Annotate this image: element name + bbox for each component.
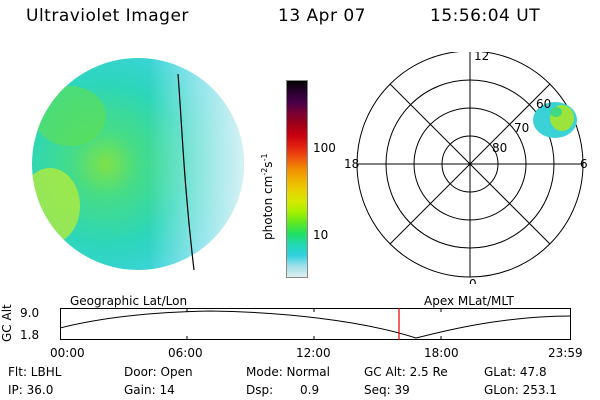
orbit-ylabel: GC Alt (0, 304, 14, 342)
dsp-value: 0.9 (300, 383, 320, 397)
orbit-label-left: Geographic Lat/Lon (70, 294, 188, 308)
gc-alt-info: GC Alt: 2.5 Re (364, 365, 448, 379)
mlt-label-6: 6 (580, 157, 588, 171)
orbit-xtick-3: 18:00 (424, 346, 459, 360)
geographic-image (32, 58, 244, 271)
orbit-xtick-0: 00:00 (50, 346, 85, 360)
polar-aurora-patch (533, 102, 577, 138)
glon-info: GLon: 253.1 (484, 383, 557, 397)
colorbar-tick-100: 100 (313, 141, 336, 155)
filter-info: Flt: LBHL (8, 365, 62, 379)
terminator-line (177, 73, 195, 271)
colorbar-label: photon cm-2s-1 (260, 153, 275, 240)
glat-info: GLat: 47.8 (484, 365, 547, 379)
lat-label-80: 80 (492, 141, 507, 155)
orbit-ytick-top: 9.0 (20, 306, 40, 320)
door-info: Door: Open (124, 365, 193, 379)
time-label: 15:56:04 UT (430, 6, 541, 26)
mode-info: Mode: Normal (246, 365, 330, 379)
orbit-altitude-curve (60, 310, 572, 339)
polar-plot: 12 18 6 0 60 70 80 (344, 52, 588, 284)
dsp-label: Dsp: (246, 383, 274, 397)
mlt-label-18: 18 (344, 157, 359, 171)
orbit-xtick-4: 23:59 (548, 346, 583, 360)
ip-info: IP: 36.0 (8, 383, 54, 397)
mlt-label-12: 12 (474, 52, 489, 63)
orbit-xtick-2: 12:00 (296, 346, 331, 360)
gain-info: Gain: 14 (124, 383, 175, 397)
orbit-plot (60, 308, 572, 340)
mlt-label-0: 0 (469, 277, 477, 284)
orbit-xtick-1: 06:00 (168, 346, 203, 360)
date-label: 13 Apr 07 (278, 6, 366, 26)
colorbar-tick-10: 10 (313, 228, 329, 242)
seq-info: Seq: 39 (364, 383, 410, 397)
instrument-title: Ultraviolet Imager (26, 6, 189, 26)
lat-label-60: 60 (536, 97, 551, 111)
colorbar (286, 80, 308, 278)
orbit-label-right: Apex MLat/MLT (424, 294, 514, 308)
lat-label-70: 70 (514, 121, 529, 135)
orbit-ytick-bottom: 1.8 (20, 328, 40, 342)
